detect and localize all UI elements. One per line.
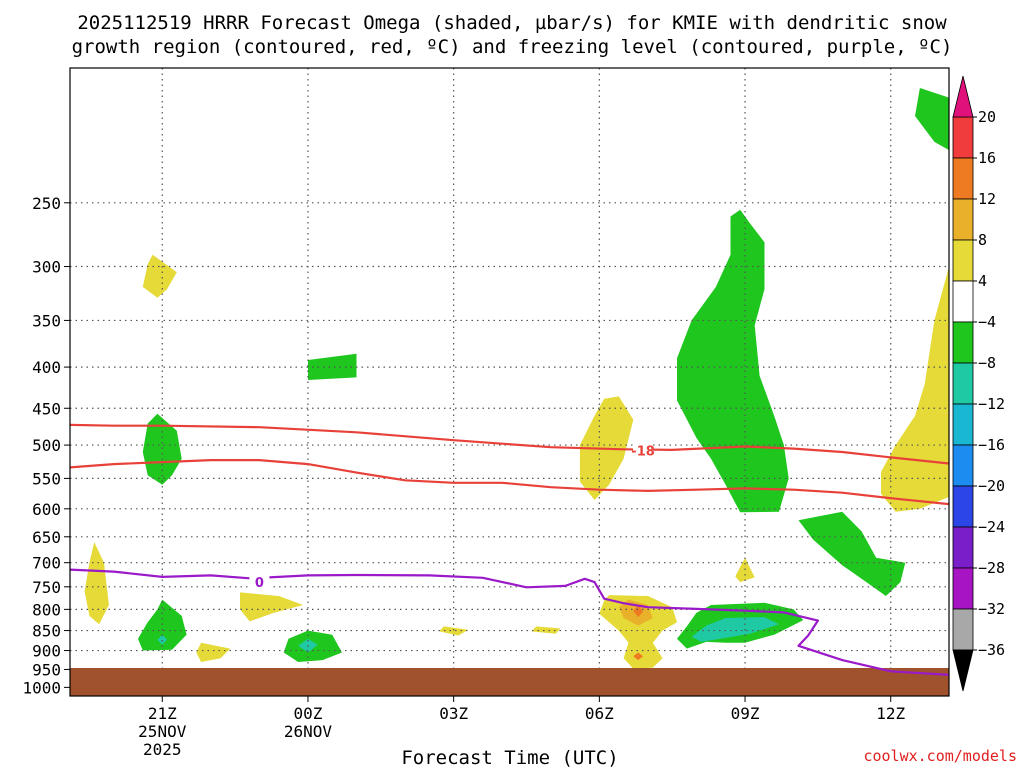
xtick-label-06Z: 06Z (585, 704, 614, 723)
colorbar-bin-10 (952, 526, 974, 569)
x-axis-label: Forecast Time (UTC) (401, 747, 618, 768)
colorbar-label-0: 20 (978, 108, 996, 126)
sdgz-upper-label: -18 (631, 445, 655, 460)
colorbar-label-10: −24 (978, 518, 1005, 536)
colorbar-label-7: −12 (978, 395, 1005, 413)
xtick-date-21Z: 25NOV (138, 722, 187, 741)
colorbar-label-6: −8 (978, 354, 996, 372)
colorbar-label-13: −36 (978, 641, 1005, 659)
sdgz-lower-line (70, 459, 949, 506)
ytick-label-600: 600 (32, 500, 61, 519)
omega-region-13 (196, 642, 231, 662)
ytick-label-700: 700 (32, 554, 61, 573)
colorbar-label-1: 16 (978, 149, 996, 167)
ytick-label-850: 850 (32, 622, 61, 641)
omega-shaded-regions (84, 88, 949, 669)
xtick-label-21Z: 21Z (148, 704, 177, 723)
omega-region-7 (798, 511, 906, 596)
omega-region-14 (138, 599, 187, 651)
omega-region-8 (84, 542, 109, 625)
colorbar-label-5: −4 (978, 313, 996, 331)
colorbar-top-arrow (952, 75, 974, 118)
y-axis-pressure-ticks: 2503003504004505005506006507007508008509… (22, 194, 70, 697)
ytick-label-900: 900 (32, 642, 61, 661)
omega-region-23 (691, 617, 779, 642)
colorbar-bin-5 (952, 321, 974, 364)
ytick-label-950: 950 (32, 660, 61, 679)
colorbar-bin-2 (952, 198, 974, 241)
colorbar-label-11: −28 (978, 559, 1005, 577)
colorbar-bin-6 (952, 362, 974, 405)
colorbar-bin-1 (952, 157, 974, 200)
colorbar-bin-0 (952, 116, 974, 159)
omega-region-5 (881, 266, 949, 512)
ytick-label-250: 250 (32, 194, 61, 213)
ytick-label-500: 500 (32, 436, 61, 455)
plot-area: -18 0 (70, 68, 949, 696)
omega-region-12 (531, 626, 561, 634)
colorbar: 20 16 12 8 4 −4 −8 −12 −16 −20 −24 −28 −32 −36 (952, 75, 1005, 692)
colorbar-bin-11 (952, 567, 974, 610)
colorbar-bin-4 (952, 280, 974, 323)
ytick-label-650: 650 (32, 528, 61, 547)
xtick-label-12Z: 12Z (876, 704, 905, 723)
ground-terrain (70, 668, 949, 696)
omega-region-0 (142, 254, 177, 298)
ytick-label-450: 450 (32, 399, 61, 418)
plot-frame (69, 67, 950, 697)
xtick-label-00Z: 00Z (294, 704, 323, 723)
omega-region-2 (142, 413, 182, 485)
colorbar-bin-12 (952, 608, 974, 651)
chart-title-line2: growth region (contoured, red, ºC) and f… (72, 36, 953, 58)
freezing-level-label: 0 (255, 576, 264, 591)
colorbar-label-3: 8 (978, 231, 987, 249)
colorbar-label-8: −16 (978, 436, 1005, 454)
contour-lines: -18 0 (70, 423, 949, 676)
omega-region-20 (633, 605, 643, 618)
xtick-year-21Z: 2025 (143, 740, 182, 759)
colorbar-bin-8 (952, 444, 974, 487)
omega-region-6 (915, 88, 949, 151)
watermark: coolwx.com/models (863, 747, 1017, 765)
omega-region-21 (633, 652, 643, 661)
xtick-label-09Z: 09Z (731, 704, 760, 723)
chart-title-line1: 2025112519 HRRR Forecast Omega (shaded, … (77, 12, 947, 34)
colorbar-bin-3 (952, 239, 974, 282)
colorbar-label-9: −20 (978, 477, 1005, 495)
xtick-label-03Z: 03Z (439, 704, 468, 723)
colorbar-bin-7 (952, 403, 974, 446)
ytick-label-400: 400 (32, 358, 61, 377)
gridlines (70, 68, 949, 696)
omega-region-18 (599, 595, 677, 669)
ytick-label-800: 800 (32, 600, 61, 619)
omega-region-11 (439, 626, 469, 636)
ytick-label-300: 300 (32, 258, 61, 277)
colorbar-label-4: 4 (978, 272, 987, 290)
colorbar-label-12: −32 (978, 600, 1005, 618)
freezing-level-label-bg (249, 574, 270, 590)
ytick-label-550: 550 (32, 469, 61, 488)
omega-region-1 (308, 353, 357, 380)
omega-region-4 (677, 209, 789, 513)
colorbar-bottom-arrow (952, 649, 974, 692)
omega-region-15 (157, 634, 168, 645)
sdgz-upper-label-bg (633, 442, 654, 458)
ytick-label-1000: 1000 (22, 678, 61, 697)
colorbar-bin-9 (952, 485, 974, 528)
ytick-label-350: 350 (32, 311, 61, 330)
sdgz-upper-line (70, 423, 949, 465)
xtick-date-00Z: 26NOV (284, 722, 333, 741)
omega-region-9 (240, 592, 304, 622)
colorbar-label-2: 12 (978, 190, 996, 208)
ytick-label-750: 750 (32, 578, 61, 597)
